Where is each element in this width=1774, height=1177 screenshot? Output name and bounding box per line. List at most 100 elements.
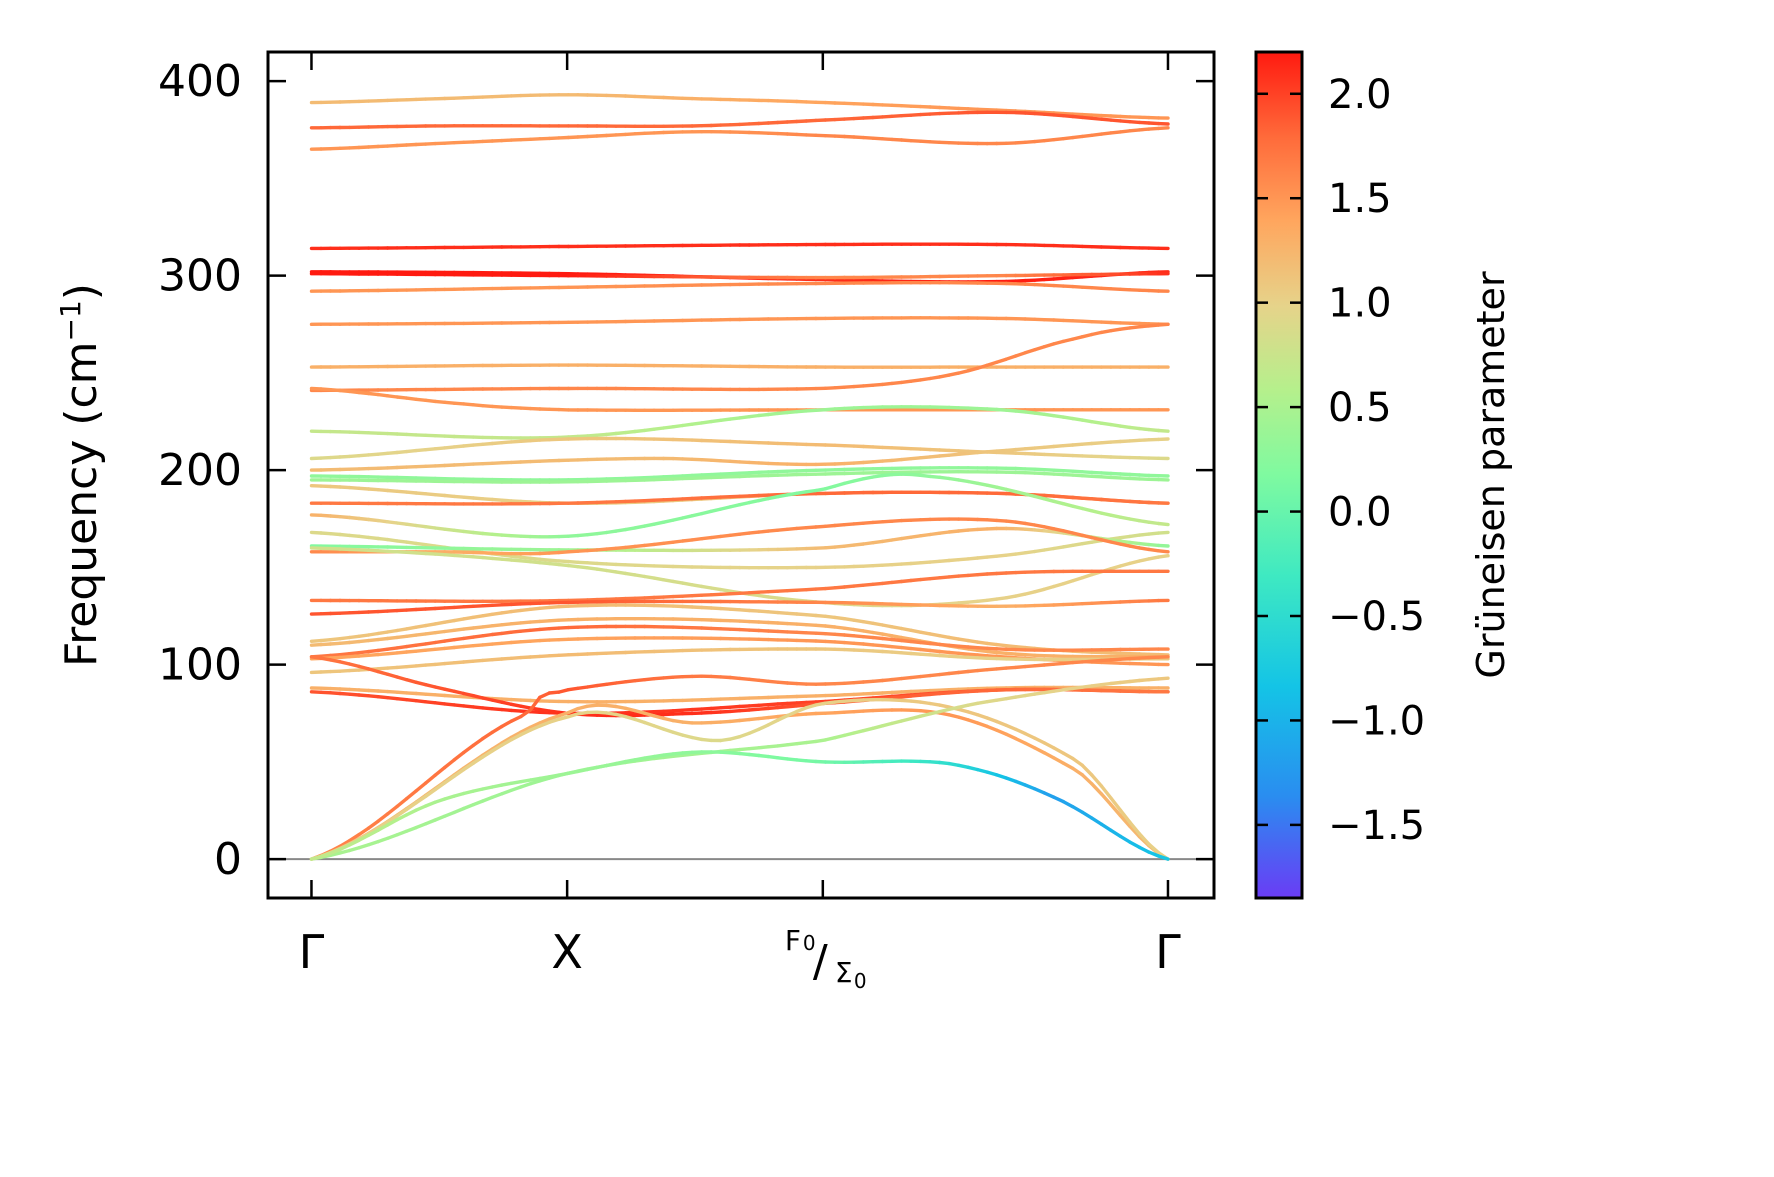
band-segment	[376, 820, 390, 830]
band-segment	[404, 789, 418, 801]
band-segment	[1118, 813, 1132, 829]
band-branch	[309, 569, 1170, 603]
band-segment	[1090, 773, 1104, 788]
band-segment	[500, 735, 513, 745]
band-segment	[452, 806, 466, 815]
band-segment	[404, 808, 418, 817]
band-branch	[309, 490, 1170, 506]
band-segment	[1128, 820, 1142, 836]
band-segment	[462, 743, 475, 755]
band-branch	[309, 526, 1170, 553]
band-segment	[471, 755, 485, 765]
band-branch	[309, 546, 1170, 608]
band-segment	[1004, 732, 1018, 741]
band-segment	[1156, 126, 1170, 131]
band-segment	[1080, 810, 1094, 820]
colorbar-tick-label: −0.5	[1328, 594, 1425, 640]
band-segment	[1042, 741, 1056, 750]
y-axis-title-main: Frequency (cm	[56, 341, 107, 667]
band-branch	[309, 517, 1170, 556]
x-tick-label-bottom: Σ	[835, 956, 853, 989]
band-segment	[385, 814, 399, 824]
band-segment	[1071, 766, 1085, 777]
band-segment	[1147, 850, 1161, 858]
colorbar: 2.0 1.5 1.0 0.5 0.0 −0.5 −1.0 −1.5 Grüneisen pa…	[1254, 50, 1513, 900]
band-segment	[385, 818, 399, 827]
band-branch	[309, 386, 1170, 412]
x-tick-label-compound: F 0/Σ 0	[785, 924, 867, 993]
band-branch	[309, 472, 1170, 539]
band-segment	[481, 730, 494, 741]
band-segment	[385, 804, 399, 816]
band-segment	[481, 749, 494, 759]
band-segment	[1023, 741, 1037, 750]
band-segment	[395, 797, 409, 809]
band-segment	[1099, 822, 1113, 832]
band-segment	[995, 719, 1008, 727]
band-segment	[528, 721, 542, 729]
band-segment	[1080, 763, 1094, 777]
band-segment	[328, 847, 342, 855]
y-axis-title-end: )	[56, 283, 107, 300]
band-segment	[509, 714, 523, 723]
band-segment	[424, 787, 437, 798]
band-segment	[414, 822, 428, 830]
band-segment	[538, 691, 552, 699]
band-branch	[309, 647, 1170, 675]
x-axis-ticks: Γ X F 0/Σ 0Γ	[299, 52, 1181, 993]
band-segment	[347, 832, 361, 843]
band-segment	[433, 781, 447, 792]
x-tick-label: Γ	[1155, 925, 1181, 979]
band-segment	[1071, 805, 1085, 814]
band-branch	[309, 110, 1170, 130]
band-segment	[1137, 845, 1151, 854]
band-segment	[1156, 428, 1170, 433]
y-axis-ticks: 0 100 200 300 400	[158, 56, 1214, 885]
band-segment	[766, 718, 780, 727]
band-segment	[1023, 731, 1037, 740]
band-segment	[500, 738, 513, 747]
band-segment	[1156, 854, 1170, 861]
band-segment	[509, 733, 523, 742]
band-segment	[1042, 791, 1056, 799]
band-branch	[309, 685, 1170, 704]
band-segment	[1156, 521, 1170, 527]
band-segment	[528, 724, 542, 732]
band-segment	[1052, 795, 1066, 804]
band-branch	[309, 750, 1170, 861]
band-segment	[1118, 834, 1132, 844]
band-segment	[1014, 736, 1027, 745]
band-branch	[309, 603, 1170, 657]
band-segment	[1052, 746, 1066, 755]
y-tick-label: 200	[158, 445, 242, 496]
colorbar-title: Grüneisen parameter	[1469, 271, 1513, 679]
colorbar-ticks: 2.0 1.5 1.0 0.5 0.0 −0.5 −1.0 −1.5	[1256, 72, 1425, 849]
colorbar-tick-label: 1.0	[1328, 281, 1392, 327]
band-segment	[338, 843, 352, 852]
band-branch	[309, 466, 1170, 482]
band-segment	[414, 794, 428, 805]
band-segment	[490, 724, 504, 734]
band-segment	[1090, 816, 1104, 826]
band-segment	[414, 804, 428, 812]
y-axis-title-superscript: −1	[54, 300, 87, 341]
band-segment	[1080, 773, 1094, 786]
band-segment	[1099, 784, 1113, 800]
band-segment	[1156, 549, 1170, 554]
band-segment	[424, 773, 437, 785]
band-segment	[366, 819, 380, 830]
band-branch	[309, 322, 1170, 393]
band-segment	[376, 823, 390, 832]
band-segment	[1052, 756, 1066, 765]
band-segment	[395, 807, 409, 818]
band-segment	[519, 728, 533, 737]
band-segment	[433, 814, 447, 822]
y-tick-label: 0	[214, 834, 242, 885]
band-segment	[424, 800, 437, 808]
band-segment	[519, 708, 533, 719]
band-branch	[309, 272, 1170, 280]
x-tick-label-separator: /	[813, 936, 828, 987]
band-segment	[347, 838, 361, 847]
y-tick-label: 100	[158, 640, 242, 691]
